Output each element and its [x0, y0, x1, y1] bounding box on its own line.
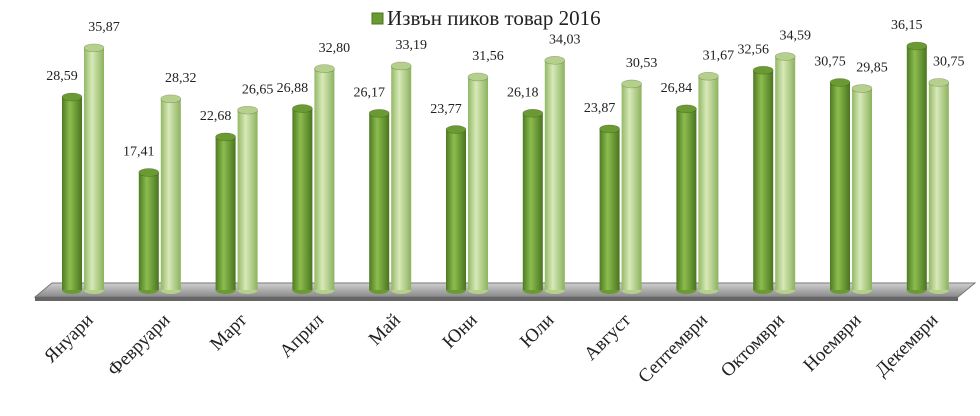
bar-top [928, 78, 950, 87]
bar [852, 88, 872, 290]
x-tick-label: Ноември [799, 310, 865, 376]
value-label: 36,15 [891, 18, 923, 33]
value-label: 23,87 [584, 101, 616, 116]
value-label: 30,75 [933, 55, 965, 70]
bar [391, 65, 412, 290]
bar-top [160, 94, 182, 104]
x-tick-label: Април [276, 309, 329, 362]
bar [314, 68, 335, 290]
bar-top [851, 84, 873, 93]
bar-top [774, 52, 796, 61]
bar-top [292, 104, 313, 113]
bar-top [61, 92, 83, 102]
bar-top [237, 105, 258, 115]
value-label: 34,59 [779, 29, 811, 44]
legend-label: Извън пиков товар 2016 [387, 6, 601, 30]
bar-top [215, 132, 236, 142]
bar [928, 82, 949, 290]
bar [906, 45, 927, 290]
x-tick-label: Юни [439, 310, 482, 353]
value-label: 30,75 [814, 55, 846, 70]
bar-top [368, 109, 390, 118]
bar [84, 47, 104, 290]
bar [446, 129, 466, 290]
x-tick-label: Май [365, 310, 405, 350]
bar [138, 172, 159, 290]
bar-top [599, 124, 620, 134]
bar-top [752, 65, 774, 75]
bar [775, 56, 796, 290]
x-tick-label: Октомври [717, 310, 789, 382]
value-label: 32,56 [737, 42, 769, 57]
bar [160, 98, 181, 290]
value-label: 34,03 [549, 33, 581, 48]
value-label: 28,32 [165, 71, 197, 86]
bar [369, 113, 390, 290]
bar [698, 76, 719, 290]
value-label: 31,56 [472, 49, 504, 64]
value-label: 17,41 [123, 145, 155, 160]
bar-top [522, 108, 544, 118]
floor-edge [35, 297, 958, 301]
bar [522, 113, 543, 290]
bar [599, 128, 620, 290]
bar-top [467, 72, 489, 82]
bar [292, 108, 313, 290]
bar [468, 76, 488, 290]
x-tick-label: Август [580, 309, 635, 364]
bar [621, 83, 642, 290]
bar-top [445, 125, 467, 134]
bar-top [676, 104, 697, 114]
value-label: 22,68 [200, 109, 232, 124]
bar-top [83, 43, 105, 53]
x-tick-label: Декември [871, 310, 942, 381]
bar [830, 82, 850, 290]
bar [215, 136, 236, 290]
value-label: 30,53 [626, 56, 658, 71]
legend-swatch [371, 12, 384, 25]
bar [62, 97, 82, 290]
value-label: 23,77 [430, 102, 462, 117]
value-label: 26,88 [277, 81, 309, 96]
value-label: 33,19 [395, 38, 427, 53]
bar-top [698, 71, 719, 81]
bar-top [906, 41, 928, 51]
value-label: 31,67 [703, 48, 735, 63]
value-label: 26,65 [242, 82, 274, 97]
bar-top [314, 64, 335, 73]
value-label: 26,17 [353, 86, 385, 101]
value-label: 28,59 [46, 69, 78, 84]
x-tick-label: Февруари [104, 310, 175, 381]
value-label: 32,80 [319, 41, 351, 56]
bar [544, 60, 565, 290]
value-label: 35,87 [88, 20, 120, 35]
bar [676, 108, 697, 290]
bar-top [138, 168, 160, 177]
value-label: 26,18 [507, 86, 539, 101]
x-tick-label: Септември [634, 310, 712, 388]
bar [237, 110, 258, 290]
value-label: 26,84 [661, 81, 693, 96]
bar [753, 70, 774, 290]
x-tick-label: Март [206, 309, 252, 355]
bar-top [829, 78, 851, 87]
value-label: 29,85 [856, 61, 888, 76]
x-tick-label: Юли [516, 310, 558, 352]
bar-top [544, 55, 566, 65]
bar-top [390, 61, 412, 71]
x-tick-label: Януари [40, 310, 97, 367]
bar-top [621, 79, 642, 89]
